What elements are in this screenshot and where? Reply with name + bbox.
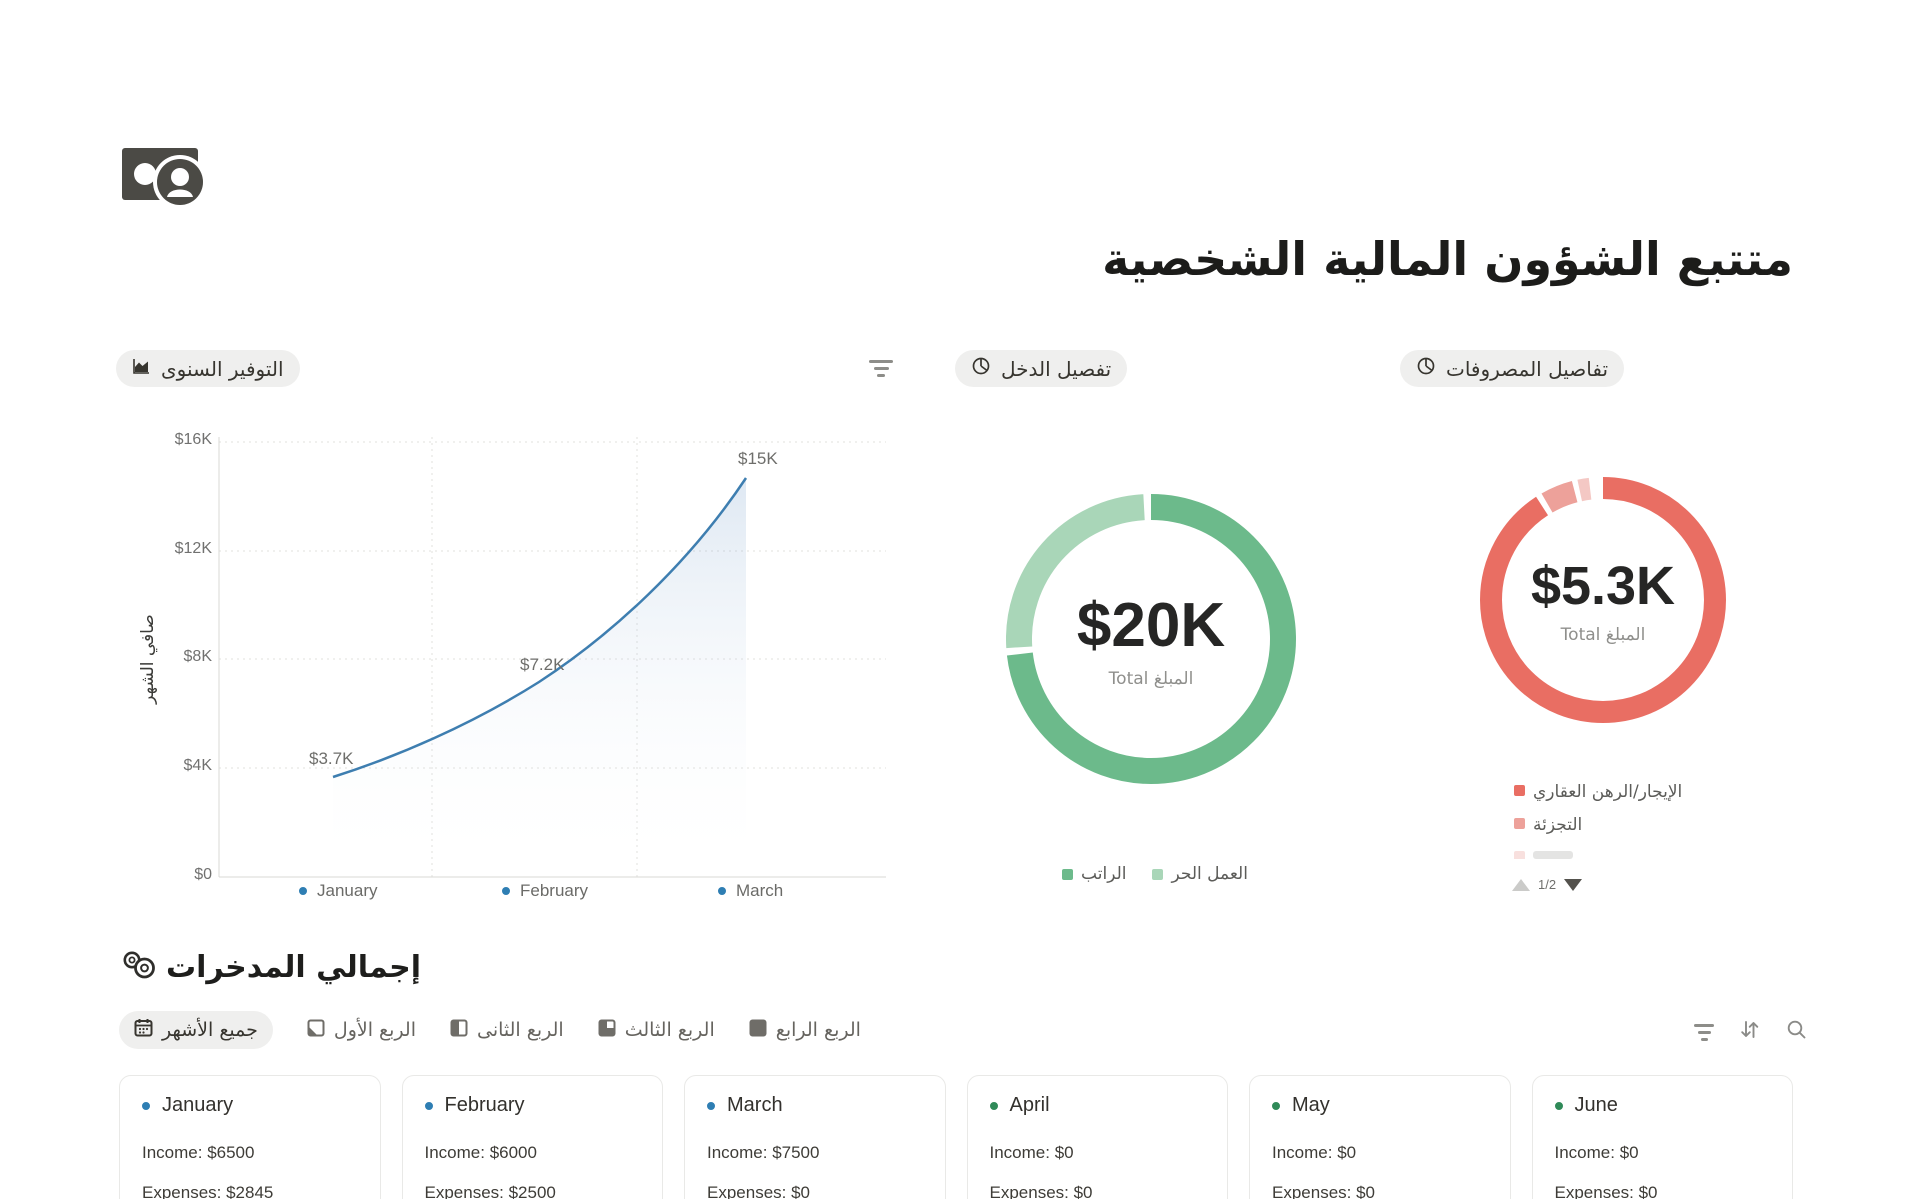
card-expenses: Expenses: $0 [989, 1183, 1093, 1199]
quarter-2-icon [450, 1019, 468, 1042]
legend-up-arrow-icon[interactable] [1512, 878, 1530, 891]
tab-quarter-2[interactable]: الربع الثانى [450, 1019, 564, 1042]
expenses-breakdown-badge: تفاصيل المصروفات [1400, 350, 1625, 387]
salary-swatch [1062, 868, 1074, 880]
income-breakdown-badge: تفصيل الدخل [955, 350, 1128, 387]
quarter-3-icon [598, 1019, 616, 1042]
page-title: متتبع الشؤون المالية الشخصية [1102, 232, 1793, 286]
area-chart-icon [132, 357, 151, 381]
month-marker-ring [142, 1101, 150, 1110]
chart-filter-icon[interactable] [869, 360, 893, 377]
y-tick: $0 [194, 866, 212, 883]
month-marker-ring [502, 887, 510, 895]
list-tools [1694, 1018, 1808, 1046]
pie-chart-icon [1416, 356, 1436, 381]
y-tick: $12K [174, 540, 212, 557]
month-marker-ring [424, 1101, 433, 1110]
freelance-swatch [1152, 868, 1164, 880]
month-marker-ring [1272, 1101, 1280, 1110]
card-expenses: Expenses: $0 [1272, 1183, 1376, 1199]
card-april[interactable]: April Income: $0 Expenses: $0 [966, 1075, 1228, 1199]
card-february[interactable]: February Income: $6000 Expenses: $2500 [401, 1075, 663, 1199]
income-total-caption: المبلغ Total [1108, 668, 1194, 689]
y-tick: $8K [183, 648, 212, 665]
calendar-icon [134, 1018, 153, 1042]
card-march[interactable]: March Income: $7500 Expenses: $0 [684, 1075, 946, 1199]
expenses-legend-pager: 1/2 [1512, 877, 1583, 892]
card-june[interactable]: June Income: $0 Expenses: $0 [1531, 1075, 1793, 1199]
month-marker-ring [989, 1101, 998, 1110]
expenses-legend-rent[interactable]: الإيجار/الرهن العقاري [1514, 782, 1734, 802]
card-expenses: Expenses: $2500 [424, 1183, 556, 1199]
income-total: $20K [1076, 590, 1226, 660]
sort-icon[interactable] [1738, 1018, 1761, 1046]
legend-item-january[interactable]: January [299, 881, 377, 901]
retail-swatch [1514, 818, 1525, 829]
truncated-label [1533, 851, 1573, 859]
legend-item-february[interactable]: February [502, 881, 588, 901]
point-label-february: $7.2K [520, 655, 565, 674]
income-legend-salary[interactable]: الراتب [1062, 864, 1126, 884]
expenses-total: $5.3K [1530, 556, 1676, 616]
pie-chart-icon [971, 356, 991, 381]
month-marker-ring [707, 1101, 715, 1110]
quarter-4-icon [749, 1019, 767, 1042]
expenses-legend-retail[interactable]: التجزئة [1514, 815, 1734, 835]
rent-swatch [1514, 785, 1525, 796]
period-tabs: جميع الأشهر الربع الأول الربع الثانى [119, 1011, 861, 1049]
legend-down-arrow-icon[interactable] [1564, 878, 1583, 891]
card-may[interactable]: May Income: $0 Expenses: $0 [1249, 1075, 1511, 1199]
income-breakdown-badge-label: تفصيل الدخل [1001, 356, 1112, 381]
truncated-swatch [1514, 851, 1525, 859]
card-expenses: Expenses: $2845 [142, 1183, 274, 1199]
money-coin-logo-icon [122, 142, 222, 213]
month-cards: January Income: $6500 Expenses: $2845 Fe… [119, 1075, 1793, 1199]
expenses-legend-truncated[interactable] [1514, 848, 1734, 859]
y-tick: $4K [183, 757, 212, 774]
card-january[interactable]: January Income: $6500 Expenses: $2845 [119, 1075, 381, 1199]
search-icon[interactable] [1785, 1018, 1808, 1046]
legend-item-march[interactable]: March [718, 881, 783, 901]
point-label-march: $15K [738, 449, 778, 468]
income-legend-freelance[interactable]: العمل الحر [1152, 864, 1248, 884]
month-marker-ring [1554, 1101, 1563, 1110]
tab-all-months[interactable]: جميع الأشهر [119, 1011, 273, 1049]
total-savings-title: إجمالي المدخرات [166, 950, 422, 985]
card-income: Income: $0 [1554, 1143, 1639, 1162]
income-donut-chart: $20K المبلغ Total [1006, 494, 1296, 784]
tab-quarter-4[interactable]: الربع الرابع [749, 1019, 861, 1042]
card-expenses: Expenses: $0 [707, 1183, 811, 1199]
annual-savings-badge: التوفير السنوى [116, 350, 300, 387]
expenses-total-caption: المبلغ Total [1560, 625, 1646, 645]
annual-savings-badge-label: التوفير السنوى [161, 356, 284, 381]
card-income: Income: $0 [989, 1143, 1074, 1162]
line-chart-canvas [218, 437, 886, 878]
annual-savings-chart: صافي الشهر $16K $12K $8K $4K $0 $3.7K $7… [116, 425, 896, 925]
expenses-donut-chart: $5.3K المبلغ Total [1478, 475, 1728, 725]
month-marker-ring [718, 887, 726, 895]
y-tick: $16K [174, 431, 212, 448]
card-income: Income: $6000 [424, 1143, 537, 1162]
legend-page-indicator: 1/2 [1538, 877, 1557, 892]
total-savings-header: إجمالي المدخرات [122, 950, 421, 985]
card-income: Income: $7500 [707, 1143, 820, 1162]
card-income: Income: $0 [1272, 1143, 1357, 1162]
quarter-1-icon [307, 1019, 325, 1042]
list-filter-icon[interactable] [1694, 1023, 1714, 1041]
coins-icon [122, 950, 156, 985]
tab-quarter-3[interactable]: الربع الثالث [598, 1019, 715, 1042]
income-legend: الراتب العمل الحر [1055, 864, 1255, 884]
point-label-january: $3.7K [309, 749, 354, 768]
expenses-legend: الإيجار/الرهن العقاري التجزئة [1514, 782, 1734, 872]
tab-quarter-1[interactable]: الربع الأول [307, 1019, 416, 1042]
expenses-breakdown-badge-label: تفاصيل المصروفات [1446, 356, 1609, 381]
month-marker-ring [299, 887, 307, 895]
card-expenses: Expenses: $0 [1554, 1183, 1658, 1199]
card-income: Income: $6500 [142, 1143, 255, 1162]
